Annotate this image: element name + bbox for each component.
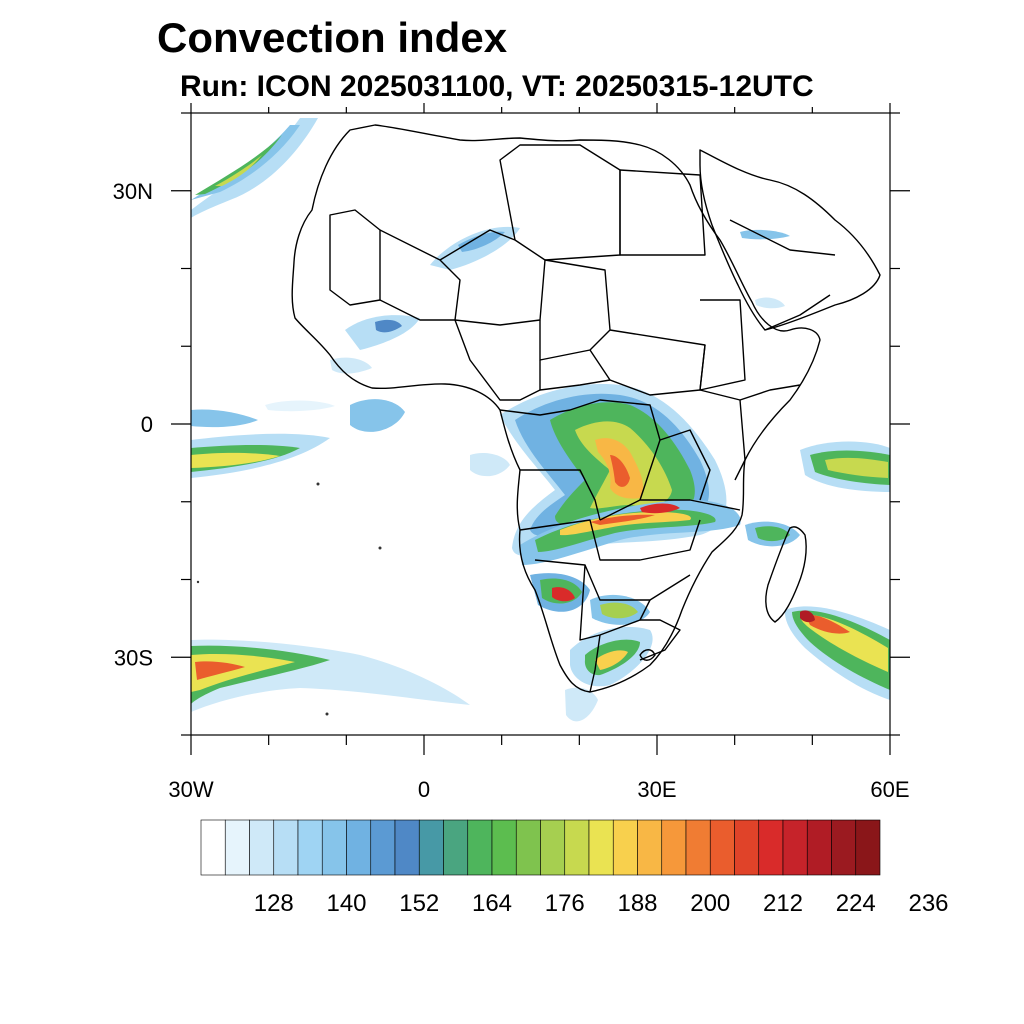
lon-label: 0 [418, 777, 430, 802]
colorbar-swatch [394, 819, 420, 876]
colorbar-swatch [200, 819, 226, 876]
colorbar-swatch [224, 819, 250, 876]
colorbar-labels: 128 140 152 164 176 188 200 212 224 236 [254, 890, 949, 917]
colorbar-label: 140 [326, 890, 366, 917]
lon-label: 30E [637, 777, 676, 802]
lat-label: 0 [141, 412, 153, 437]
colorbar-swatch [637, 819, 663, 876]
colorbar-swatch [709, 819, 735, 876]
map-subtitle: Run: ICON 2025031100, VT: 20250315-12UTC [180, 70, 814, 103]
axis-tick-labels: 30N 0 30S 30W 0 30E 60E [113, 179, 910, 802]
colorbar-swatch [418, 819, 444, 876]
colorbar-swatch [855, 819, 881, 876]
colorbar-swatch [685, 819, 711, 876]
axis-ticks [171, 103, 910, 755]
colorbar-label: 164 [472, 890, 512, 917]
colorbar-label: 188 [617, 890, 657, 917]
lat-label: 30S [114, 645, 153, 670]
lon-label: 30W [168, 777, 213, 802]
colorbar-swatch [758, 819, 784, 876]
colorbar-label: 176 [545, 890, 585, 917]
colorbar-swatch [564, 819, 590, 876]
colorbar-label: 128 [254, 890, 294, 917]
lon-label: 60E [870, 777, 909, 802]
convection-field [191, 118, 890, 722]
colorbar-label: 200 [690, 890, 730, 917]
colorbar-label: 224 [836, 890, 876, 917]
colorbar-swatch [491, 819, 517, 876]
colorbar-swatch [588, 819, 614, 876]
colorbar-swatch [370, 819, 396, 876]
colorbar-label: 236 [908, 890, 948, 917]
colorbar-swatch [297, 819, 323, 876]
map-title: Convection index [157, 14, 508, 61]
colorbar-swatch [806, 819, 832, 876]
colorbar-swatch [467, 819, 493, 876]
colorbar-label: 212 [763, 890, 803, 917]
coastlines [291, 124, 881, 693]
colorbar-swatch [734, 819, 760, 876]
colorbar [200, 819, 881, 876]
colorbar-label: 152 [399, 890, 439, 917]
colorbar-swatch [249, 819, 275, 876]
colorbar-swatch [782, 819, 808, 876]
lat-label: 30N [113, 179, 153, 204]
colorbar-swatch [321, 819, 347, 876]
colorbar-swatch [612, 819, 638, 876]
colorbar-swatch [346, 819, 372, 876]
colorbar-swatch [661, 819, 687, 876]
colorbar-swatch [831, 819, 857, 876]
colorbar-swatch [443, 819, 469, 876]
colorbar-swatch [540, 819, 566, 876]
colorbar-swatch [515, 819, 541, 876]
colorbar-swatch [273, 819, 299, 876]
